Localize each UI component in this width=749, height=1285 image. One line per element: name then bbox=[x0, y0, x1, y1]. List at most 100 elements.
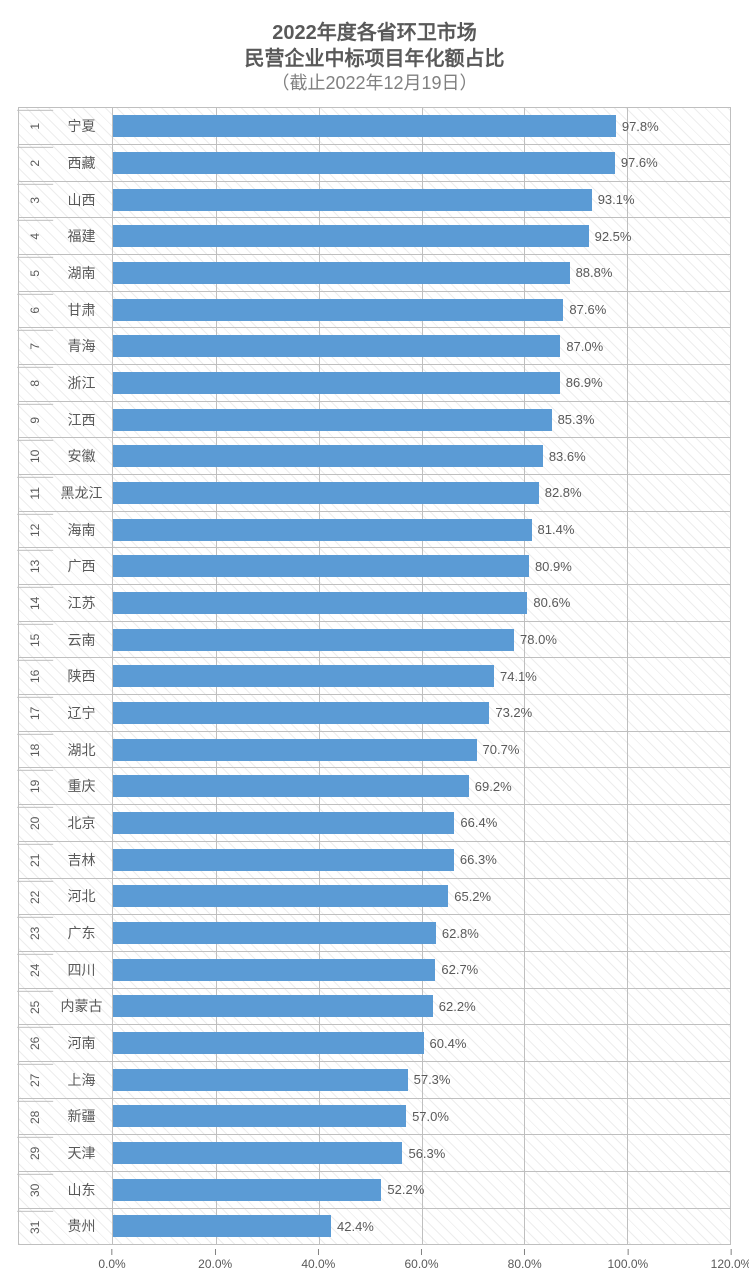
province-name: 山东 bbox=[51, 1172, 113, 1208]
table-row: 4福建92.5% bbox=[19, 218, 730, 255]
x-tick-mark bbox=[318, 1249, 319, 1255]
bar-track: 60.4% bbox=[113, 1029, 730, 1057]
province-name: 甘肃 bbox=[51, 292, 113, 328]
table-row: 20北京66.4% bbox=[19, 805, 730, 842]
bar-value-label: 60.4% bbox=[430, 1036, 467, 1051]
x-tick-label: 0.0% bbox=[98, 1257, 125, 1271]
rank-cell: 9 bbox=[17, 404, 53, 436]
bar-value-label: 65.2% bbox=[454, 889, 491, 904]
rank-cell: 26 bbox=[17, 1027, 53, 1059]
bar-value-label: 62.8% bbox=[442, 926, 479, 941]
bar-cell: 66.4% bbox=[113, 805, 730, 841]
bar-cell: 87.0% bbox=[113, 328, 730, 364]
table-row: 7青海87.0% bbox=[19, 328, 730, 365]
rank-cell: 13 bbox=[17, 550, 53, 582]
rank-cell: 5 bbox=[17, 257, 53, 289]
rows-wrap: 1宁夏97.8%2西藏97.6%3山西93.1%4福建92.5%5湖南88.8%… bbox=[19, 108, 730, 1244]
x-tick-label: 80.0% bbox=[508, 1257, 542, 1271]
rank-cell: 15 bbox=[17, 624, 53, 656]
province-name: 贵州 bbox=[51, 1209, 113, 1245]
bar-cell: 83.6% bbox=[113, 438, 730, 474]
bar bbox=[113, 665, 494, 687]
table-row: 2西藏97.6% bbox=[19, 145, 730, 182]
bar-cell: 57.3% bbox=[113, 1062, 730, 1098]
x-tick: 20.0% bbox=[198, 1249, 232, 1271]
x-tick: 120.0% bbox=[711, 1249, 749, 1271]
bar bbox=[113, 262, 570, 284]
province-name: 内蒙古 bbox=[51, 989, 113, 1025]
bar-value-label: 56.3% bbox=[408, 1146, 445, 1161]
bar bbox=[113, 372, 560, 394]
bar bbox=[113, 1069, 408, 1091]
table-row: 8浙江86.9% bbox=[19, 365, 730, 402]
rank-cell: 21 bbox=[17, 844, 53, 876]
bar-value-label: 88.8% bbox=[576, 265, 613, 280]
bar-value-label: 87.6% bbox=[569, 302, 606, 317]
bar-cell: 86.9% bbox=[113, 365, 730, 401]
bar bbox=[113, 1142, 402, 1164]
bar-track: 80.9% bbox=[113, 552, 730, 580]
table-row: 1宁夏97.8% bbox=[19, 108, 730, 145]
bar-value-label: 52.2% bbox=[387, 1182, 424, 1197]
bar-track: 62.7% bbox=[113, 956, 730, 984]
bar-track: 87.6% bbox=[113, 296, 730, 324]
bar-track: 88.8% bbox=[113, 259, 730, 287]
rank-cell: 14 bbox=[17, 587, 53, 619]
bar-value-label: 69.2% bbox=[475, 779, 512, 794]
bar bbox=[113, 482, 539, 504]
bar-track: 78.0% bbox=[113, 626, 730, 654]
bar-track: 86.9% bbox=[113, 369, 730, 397]
bar bbox=[113, 922, 436, 944]
table-row: 31贵州42.4% bbox=[19, 1209, 730, 1245]
province-name: 云南 bbox=[51, 622, 113, 658]
bar bbox=[113, 1215, 331, 1237]
bar-cell: 73.2% bbox=[113, 695, 730, 731]
province-name: 广东 bbox=[51, 915, 113, 951]
bar bbox=[113, 812, 454, 834]
bar-track: 52.2% bbox=[113, 1176, 730, 1204]
bar-track: 73.2% bbox=[113, 699, 730, 727]
province-name: 重庆 bbox=[51, 768, 113, 804]
province-name: 新疆 bbox=[51, 1099, 113, 1135]
bar bbox=[113, 225, 589, 247]
province-name: 安徽 bbox=[51, 438, 113, 474]
bar bbox=[113, 885, 448, 907]
rank-cell: 7 bbox=[17, 330, 53, 362]
plot-area: 1宁夏97.8%2西藏97.6%3山西93.1%4福建92.5%5湖南88.8%… bbox=[18, 107, 731, 1245]
bar-value-label: 57.0% bbox=[412, 1109, 449, 1124]
bar-value-label: 87.0% bbox=[566, 339, 603, 354]
table-row: 29天津56.3% bbox=[19, 1135, 730, 1172]
province-name: 广西 bbox=[51, 548, 113, 584]
bar-value-label: 73.2% bbox=[495, 705, 532, 720]
bar-value-label: 85.3% bbox=[558, 412, 595, 427]
bar-cell: 62.8% bbox=[113, 915, 730, 951]
table-row: 25内蒙古62.2% bbox=[19, 989, 730, 1026]
table-row: 21吉林66.3% bbox=[19, 842, 730, 879]
x-tick-mark bbox=[111, 1249, 112, 1255]
bar bbox=[113, 629, 514, 651]
bar-cell: 70.7% bbox=[113, 732, 730, 768]
province-name: 河北 bbox=[51, 879, 113, 915]
bar-value-label: 97.6% bbox=[621, 155, 658, 170]
bar-cell: 80.6% bbox=[113, 585, 730, 621]
bar-cell: 92.5% bbox=[113, 218, 730, 254]
bar-track: 97.6% bbox=[113, 149, 730, 177]
bar-track: 70.7% bbox=[113, 736, 730, 764]
rank-cell: 2 bbox=[17, 147, 53, 179]
bar bbox=[113, 739, 477, 761]
x-tick-label: 20.0% bbox=[198, 1257, 232, 1271]
province-name: 海南 bbox=[51, 512, 113, 548]
bar-track: 42.4% bbox=[113, 1213, 730, 1241]
province-name: 黑龙江 bbox=[51, 475, 113, 511]
bar-cell: 62.2% bbox=[113, 989, 730, 1025]
bar-track: 92.5% bbox=[113, 222, 730, 250]
chart-title-line1: 2022年度各省环卫市场 bbox=[18, 20, 731, 46]
x-tick-mark bbox=[524, 1249, 525, 1255]
bar-value-label: 78.0% bbox=[520, 632, 557, 647]
bar-value-label: 66.3% bbox=[460, 852, 497, 867]
chart-container: 2022年度各省环卫市场 民营企业中标项目年化额占比 （截止2022年12月19… bbox=[0, 0, 749, 1284]
table-row: 27上海57.3% bbox=[19, 1062, 730, 1099]
rank-cell: 1 bbox=[17, 110, 53, 142]
x-tick-mark bbox=[627, 1249, 628, 1255]
bar-track: 83.6% bbox=[113, 442, 730, 470]
